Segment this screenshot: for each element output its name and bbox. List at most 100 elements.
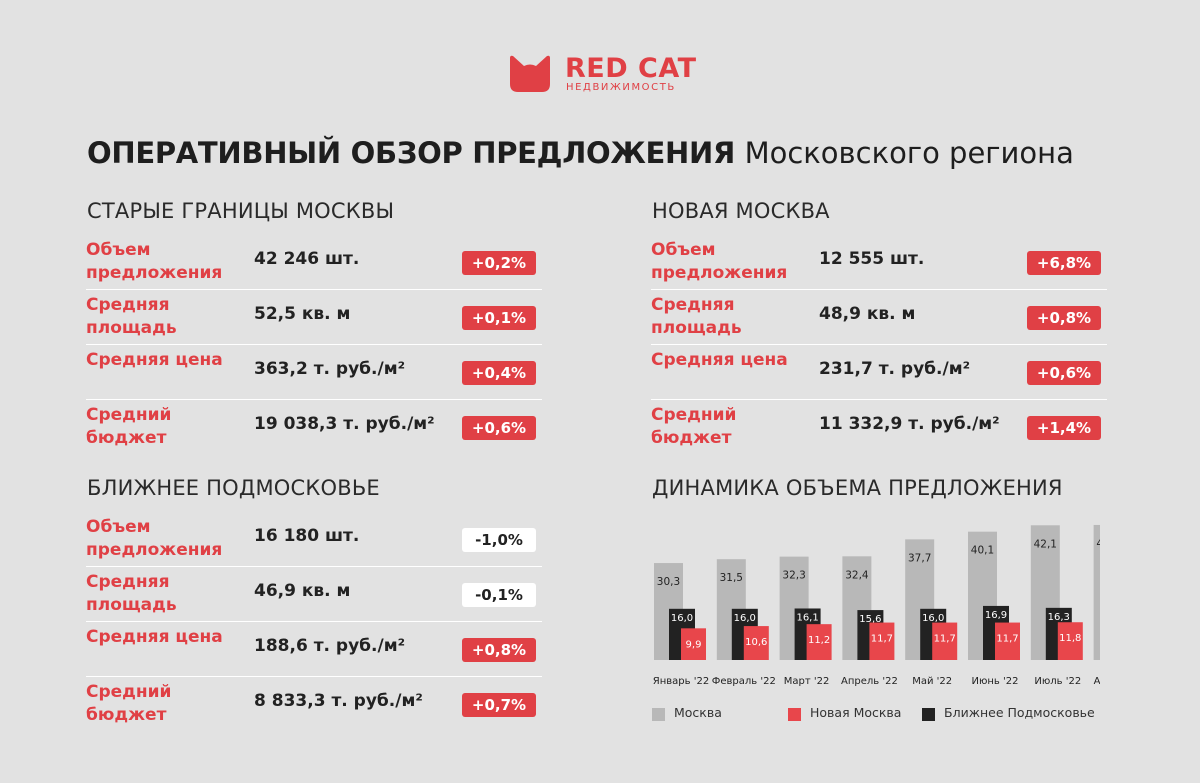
- bar-label-near-region: 16,0: [734, 613, 756, 624]
- legend-swatch: [652, 708, 665, 721]
- metric-label: Средняя цена: [86, 627, 223, 647]
- x-tick-label: Май '22: [912, 676, 952, 687]
- page-title-light: Московского региона: [744, 136, 1074, 170]
- bar-new-moscow: [743, 626, 769, 660]
- metric-label: Средняя площадь: [86, 295, 177, 338]
- metric-label: Средняя цена: [86, 350, 223, 370]
- change-badge: +0,6%: [462, 416, 536, 440]
- metric-row: Средняя цена 231,7 т. руб./м² +0,6%: [651, 345, 1107, 400]
- change-badge: -0,1%: [462, 583, 536, 607]
- metric-label: Средний бюджет: [86, 682, 172, 725]
- change-badge: +0,8%: [462, 638, 536, 662]
- metric-label: Средняя цена: [651, 350, 788, 370]
- bar-label-moscow: 40,1: [971, 545, 994, 557]
- metric-value: 11 332,9 т. руб./м²: [819, 414, 1000, 434]
- bar-label-near-region: 16,0: [671, 613, 693, 624]
- metric-row: Средний бюджет 11 332,9 т. руб./м² +1,4%: [651, 400, 1107, 455]
- metric-value: 188,6 т. руб./м²: [254, 636, 406, 656]
- metrics-old-moscow: Объем предложения 42 246 шт. +0,2% Средн…: [86, 235, 542, 455]
- bar-new-moscow: [995, 622, 1020, 660]
- metric-value: 16 180 шт.: [254, 526, 360, 546]
- change-badge: +0,1%: [462, 306, 536, 330]
- metric-label: Средний бюджет: [651, 405, 737, 448]
- legend-swatch: [788, 708, 801, 721]
- chart-legend: Москва Новая Москва Ближнее Подмосковье: [650, 705, 1110, 725]
- metric-row: Средняя площадь 46,9 кв. м -0,1%: [86, 567, 542, 622]
- bar-label-near-region: 16,3: [1048, 612, 1070, 623]
- metric-label: Средняя площадь: [86, 572, 177, 615]
- bar-label-moscow: 32,4: [845, 569, 869, 581]
- metric-value: 8 833,3 т. руб./м²: [254, 691, 423, 711]
- change-badge: +0,6%: [1027, 361, 1101, 385]
- metric-row: Средняя площадь 48,9 кв. м +0,8%: [651, 290, 1107, 345]
- bar-new-moscow: [869, 622, 895, 660]
- bar-label-new-moscow: 11,8: [1059, 633, 1081, 644]
- section-title-near-region: БЛИЖНЕЕ ПОДМОСКОВЬЕ: [87, 476, 380, 500]
- brand-logo: RED CAT НЕДВИЖИМОСТЬ: [510, 52, 710, 96]
- metric-value: 52,5 кв. м: [254, 304, 351, 324]
- page-title-bold: ОПЕРАТИВНЫЙ ОБЗОР ПРЕДЛОЖЕНИЯ: [87, 136, 736, 170]
- bar-label-new-moscow: 10,6: [745, 637, 767, 648]
- change-badge: +1,4%: [1027, 416, 1101, 440]
- bar-chart: 30,3 16,0 9,9 Январь '22 31,5 16,0 10,6 Февраль…: [653, 524, 1100, 687]
- bar-label-moscow: 30,3: [657, 576, 680, 588]
- bar-label-moscow: 31,5: [720, 572, 743, 584]
- metric-row: Средняя цена 188,6 т. руб./м² +0,8%: [86, 622, 542, 677]
- change-badge: +0,4%: [462, 361, 536, 385]
- metric-value: 363,2 т. руб./м²: [254, 359, 406, 379]
- x-tick-label: Август '22: [1094, 676, 1100, 687]
- legend-swatch: [922, 708, 935, 721]
- supply-dynamics-chart: 30,3 16,0 9,9 Январь '22 31,5 16,0 10,6 Февраль…: [650, 515, 1100, 730]
- x-tick-label: Январь '22: [653, 676, 709, 687]
- bar-label-new-moscow: 9,9: [686, 639, 702, 650]
- change-badge: -1,0%: [462, 528, 536, 552]
- bar-new-moscow: [681, 628, 706, 660]
- metric-row: Объем предложения 42 246 шт. +0,2%: [86, 235, 542, 290]
- metric-row: Средний бюджет 19 038,3 т. руб./м² +0,6%: [86, 400, 542, 455]
- bar-new-moscow: [1057, 622, 1083, 660]
- metrics-near-region: Объем предложения 16 180 шт. -1,0% Средн…: [86, 512, 542, 732]
- bar-label-new-moscow: 11,7: [996, 634, 1018, 645]
- metric-value: 12 555 шт.: [819, 249, 925, 269]
- metric-row: Средняя площадь 52,5 кв. м +0,1%: [86, 290, 542, 345]
- bar-label-moscow: 42,2: [1096, 538, 1100, 550]
- bar-label-moscow: 42,1: [1034, 538, 1057, 550]
- metric-value: 231,7 т. руб./м²: [819, 359, 971, 379]
- bar-new-moscow: [932, 622, 958, 660]
- metric-row: Средний бюджет 8 833,3 т. руб./м² +0,7%: [86, 677, 542, 732]
- section-title-new-moscow: НОВАЯ МОСКВА: [652, 199, 830, 223]
- metric-value: 42 246 шт.: [254, 249, 360, 269]
- metric-row: Средняя цена 363,2 т. руб./м² +0,4%: [86, 345, 542, 400]
- bar-label-near-region: 15,6: [859, 614, 881, 625]
- bar-label-new-moscow: 11,7: [934, 634, 956, 645]
- bar-label-new-moscow: 11,2: [808, 635, 830, 646]
- bar-label-near-region: 16,1: [796, 612, 818, 623]
- change-badge: +6,8%: [1027, 251, 1101, 275]
- metric-value: 48,9 кв. м: [819, 304, 916, 324]
- metric-value: 46,9 кв. м: [254, 581, 351, 601]
- bar-label-near-region: 16,9: [985, 610, 1007, 621]
- legend-label: Москва: [674, 705, 722, 720]
- cat-logo-icon: [510, 55, 550, 92]
- brand-subtitle: НЕДВИЖИМОСТЬ: [566, 82, 676, 93]
- metric-value: 19 038,3 т. руб./м²: [254, 414, 435, 434]
- change-badge: +0,7%: [462, 693, 536, 717]
- metric-label: Средний бюджет: [86, 405, 172, 448]
- x-tick-label: Март '22: [784, 676, 830, 687]
- bar-moscow: [1093, 524, 1100, 660]
- change-badge: +0,8%: [1027, 306, 1101, 330]
- legend-label: Новая Москва: [810, 705, 902, 720]
- metric-label: Объем предложения: [86, 517, 223, 560]
- change-badge: +0,2%: [462, 251, 536, 275]
- bar-label-near-region: 16,0: [922, 613, 944, 624]
- page-title: ОПЕРАТИВНЫЙ ОБЗОР ПРЕДЛОЖЕНИЯ Московског…: [87, 136, 1074, 171]
- brand-name: RED CAT: [565, 53, 697, 84]
- metric-label: Объем предложения: [86, 240, 223, 283]
- x-tick-label: Июнь '22: [972, 676, 1019, 687]
- bar-label-new-moscow: 11,7: [871, 634, 893, 645]
- legend-label: Ближнее Подмосковье: [944, 705, 1095, 720]
- bar-label-moscow: 37,7: [908, 552, 931, 564]
- x-tick-label: Июль '22: [1034, 676, 1081, 687]
- chart-title: ДИНАМИКА ОБЪЕМА ПРЕДЛОЖЕНИЯ: [652, 476, 1063, 500]
- metric-label: Средняя площадь: [651, 295, 742, 338]
